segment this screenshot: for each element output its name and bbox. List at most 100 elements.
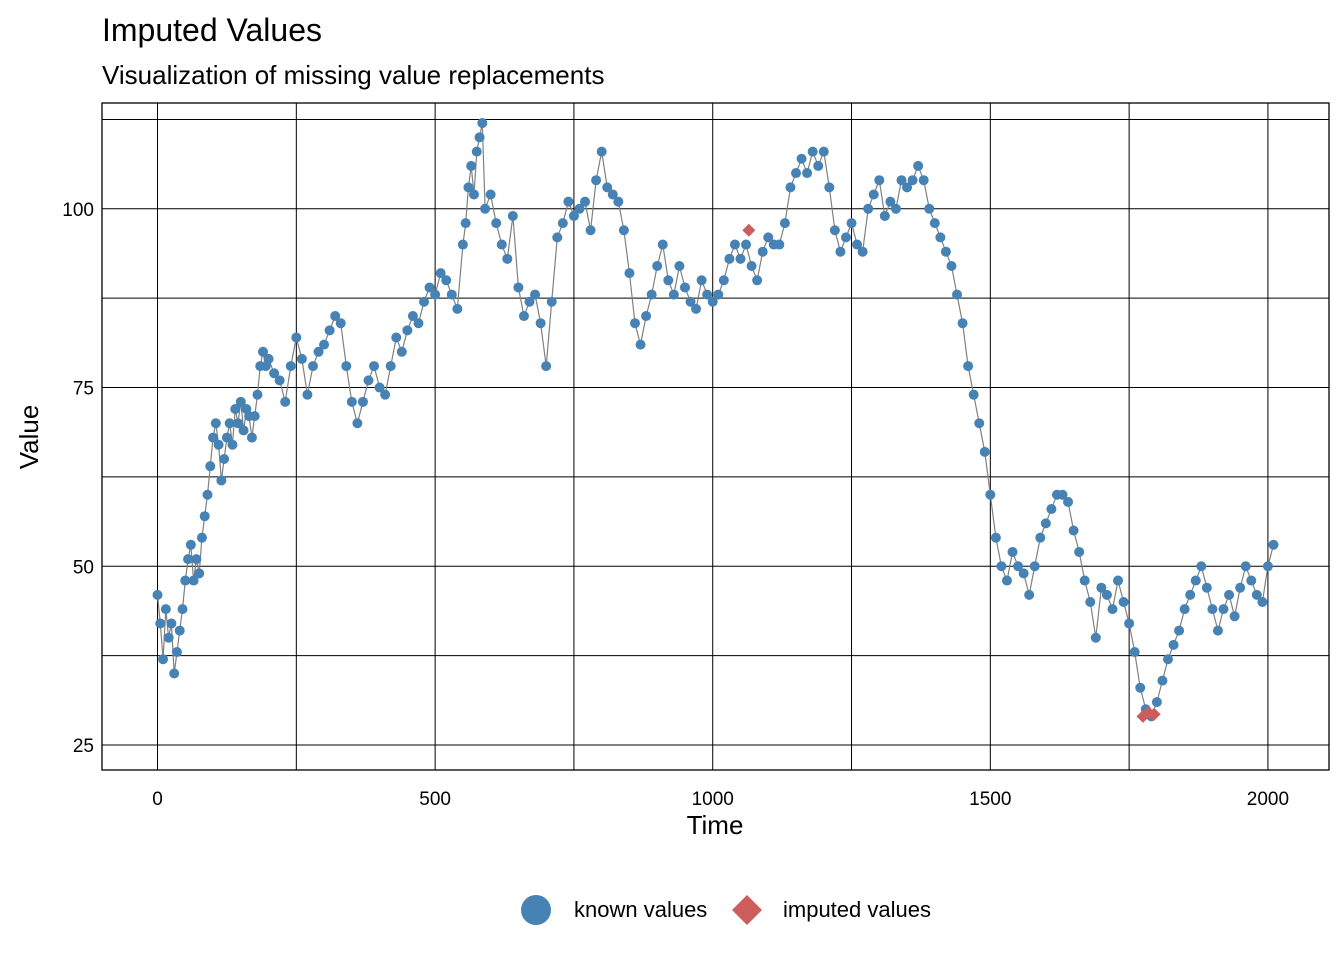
known-value-point (907, 175, 918, 186)
known-value-point (596, 146, 607, 157)
known-value-point (391, 332, 402, 343)
known-value-point (1063, 496, 1074, 507)
known-value-point (210, 418, 221, 429)
known-value-point (1251, 589, 1262, 600)
known-value-point (1212, 625, 1223, 636)
known-value-point (258, 346, 269, 357)
known-value-point (791, 168, 802, 179)
known-value-point (1029, 561, 1040, 572)
y-tick-label: 100 (62, 200, 94, 221)
known-value-point (1118, 596, 1129, 607)
known-value-point (1001, 575, 1012, 586)
known-value-point (274, 375, 285, 386)
known-value-point (1068, 525, 1079, 536)
known-value-point (557, 218, 568, 229)
known-value-point (307, 361, 318, 372)
known-value-point (221, 432, 232, 443)
chart-title: Imputed Values (102, 12, 322, 48)
known-value-point (374, 382, 385, 393)
legend-item-imputed: imputed values (729, 890, 931, 930)
legend-item-known: known values (518, 890, 707, 930)
known-value-point (352, 418, 363, 429)
known-value-point (1035, 532, 1046, 543)
legend-imputed-label: imputed values (783, 897, 931, 922)
known-value-point (227, 439, 238, 450)
known-value-point (535, 318, 546, 329)
known-value-point (249, 411, 260, 422)
known-value-point (663, 275, 674, 286)
known-value-point (174, 625, 185, 636)
known-value-point (496, 239, 507, 250)
known-value-point (707, 296, 718, 307)
axis-layer: 0 500 1000 1500 2000 25 50 75 100 (62, 200, 1289, 810)
known-value-point (602, 182, 613, 193)
known-value-point (913, 160, 924, 171)
known-value-point (191, 554, 202, 565)
known-value-point (1107, 604, 1118, 615)
known-value-point (668, 289, 679, 300)
known-value-point (702, 289, 713, 300)
known-value-point (474, 132, 485, 143)
legend-known-label: known values (574, 897, 708, 922)
known-value-point (460, 218, 471, 229)
known-value-point (1246, 575, 1257, 586)
known-value-point (407, 311, 418, 322)
known-value-point (724, 253, 735, 264)
y-axis-title: Value (14, 405, 44, 470)
known-value-point (296, 353, 307, 364)
known-value-point (216, 475, 227, 486)
known-value-point (513, 282, 524, 293)
chart-subtitle: Visualization of missing value replaceme… (102, 60, 605, 90)
known-value-point (380, 389, 391, 400)
known-value-point (507, 210, 518, 221)
known-value-point (224, 418, 235, 429)
known-value-point (466, 160, 477, 171)
imputed-value-point (742, 223, 756, 237)
known-value-point (1229, 611, 1240, 622)
known-value-point (463, 182, 474, 193)
known-value-point (457, 239, 468, 250)
known-value-point (155, 618, 166, 629)
known-value-point (902, 182, 913, 193)
known-value-point (1151, 697, 1162, 708)
known-value-point (674, 260, 685, 271)
known-value-point (166, 618, 177, 629)
known-value-point (646, 289, 657, 300)
known-value-point (1101, 589, 1112, 600)
known-value-point (974, 418, 985, 429)
grid-layer (102, 103, 1329, 770)
known-value-point (185, 539, 196, 550)
known-value-point (330, 311, 341, 322)
known-value-point (1185, 589, 1196, 600)
series-line (156, 122, 1275, 718)
known-value-point (635, 339, 646, 350)
known-value-point (729, 239, 740, 250)
known-value-point (946, 260, 957, 271)
known-value-point (613, 196, 624, 207)
known-value-point (985, 489, 996, 500)
known-value-point (1090, 632, 1101, 643)
x-tick-label: 500 (419, 789, 451, 810)
known-value-point (291, 332, 302, 343)
known-value-point (208, 432, 219, 443)
known-value-point (629, 318, 640, 329)
known-value-point (1096, 582, 1107, 593)
known-value-point (435, 268, 446, 279)
known-value-point (852, 239, 863, 250)
known-value-point (679, 282, 690, 293)
known-value-point (199, 511, 210, 522)
known-value-point (263, 353, 274, 364)
known-value-point (177, 604, 188, 615)
known-value-point (233, 418, 244, 429)
known-value-point (957, 318, 968, 329)
known-value-point (230, 403, 241, 414)
known-value-point (968, 389, 979, 400)
known-value-point (607, 189, 618, 200)
known-value-point (183, 554, 194, 565)
known-value-point (741, 239, 752, 250)
known-value-point (990, 532, 1001, 543)
known-value-point (169, 668, 180, 679)
x-tick-label: 1000 (692, 789, 734, 810)
known-value-point (752, 275, 763, 286)
